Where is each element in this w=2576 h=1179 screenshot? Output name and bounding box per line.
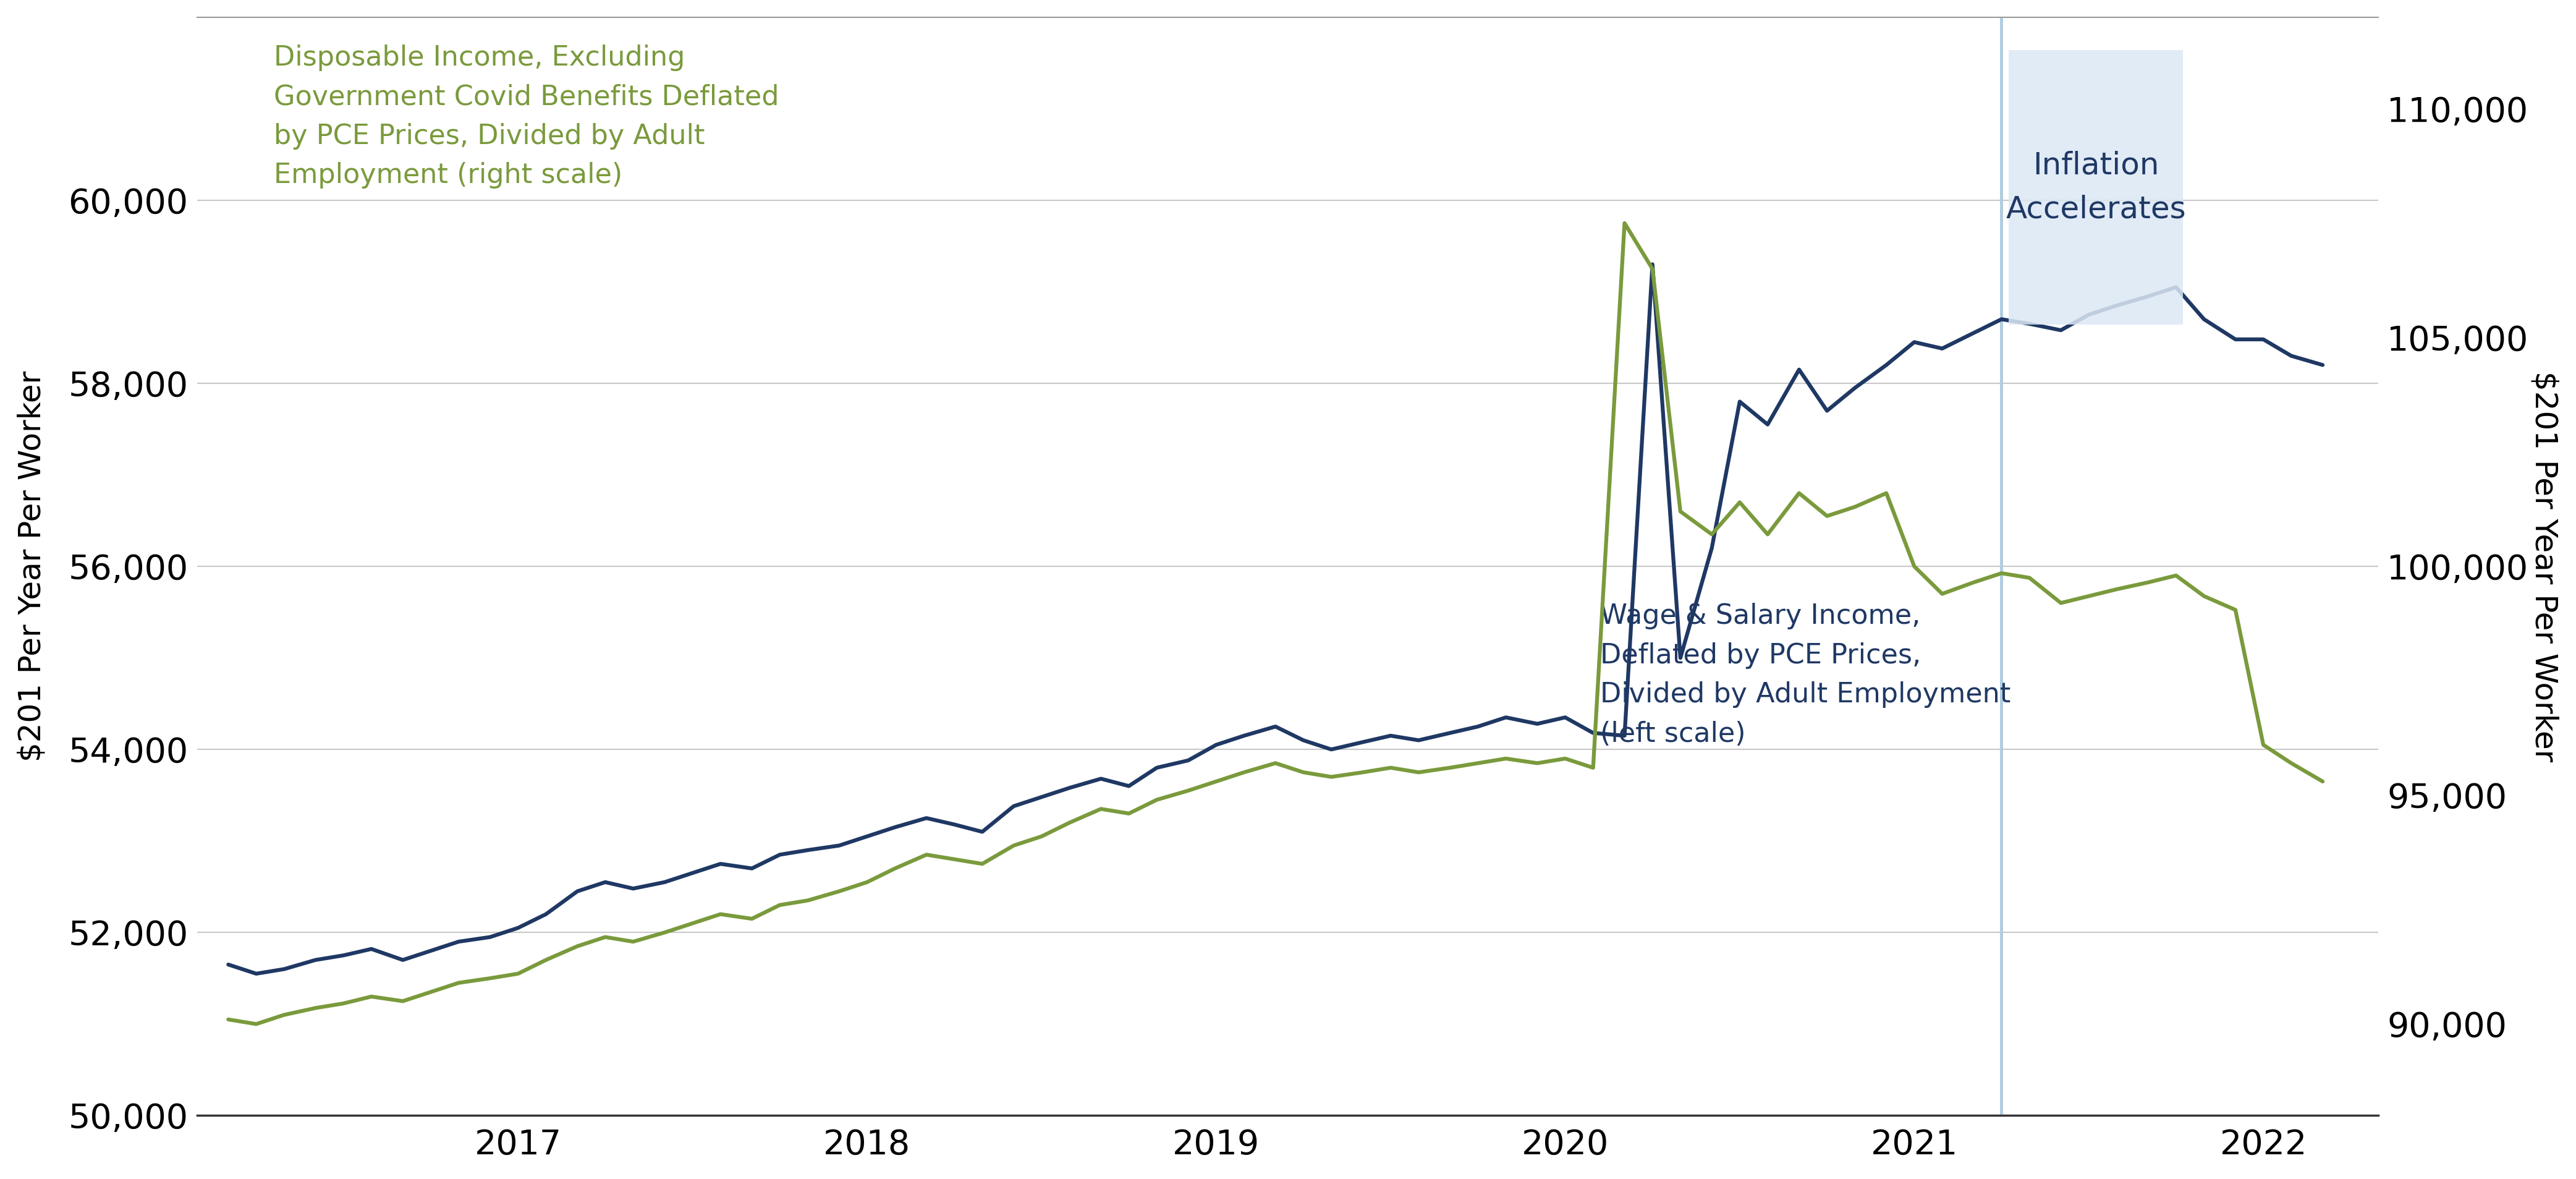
Text: Disposable Income, Excluding
Government Covid Benefits Deflated
by PCE Prices, D: Disposable Income, Excluding Government …	[273, 45, 778, 189]
Text: Inflation
Accelerates: Inflation Accelerates	[2007, 151, 2187, 224]
Y-axis label: $201 Per Year Per Worker: $201 Per Year Per Worker	[18, 371, 46, 762]
Text: Wage & Salary Income,
Deflated by PCE Prices,
Divided by Adult Employment
(left : Wage & Salary Income, Deflated by PCE Pr…	[1600, 602, 2012, 747]
FancyBboxPatch shape	[2009, 51, 2182, 324]
Y-axis label: $201 Per Year Per Worker: $201 Per Year Per Worker	[2530, 371, 2558, 762]
